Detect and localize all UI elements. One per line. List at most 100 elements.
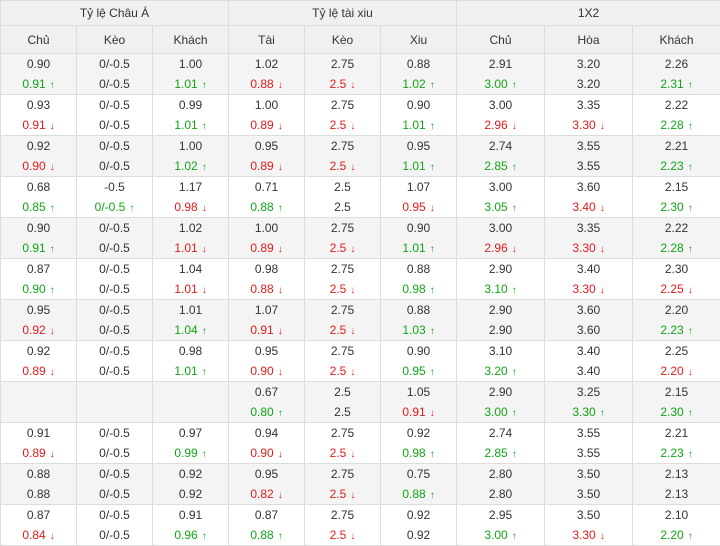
odds-cell-home[interactable]	[1, 382, 77, 423]
odds-cell-handicap[interactable]	[77, 382, 153, 423]
